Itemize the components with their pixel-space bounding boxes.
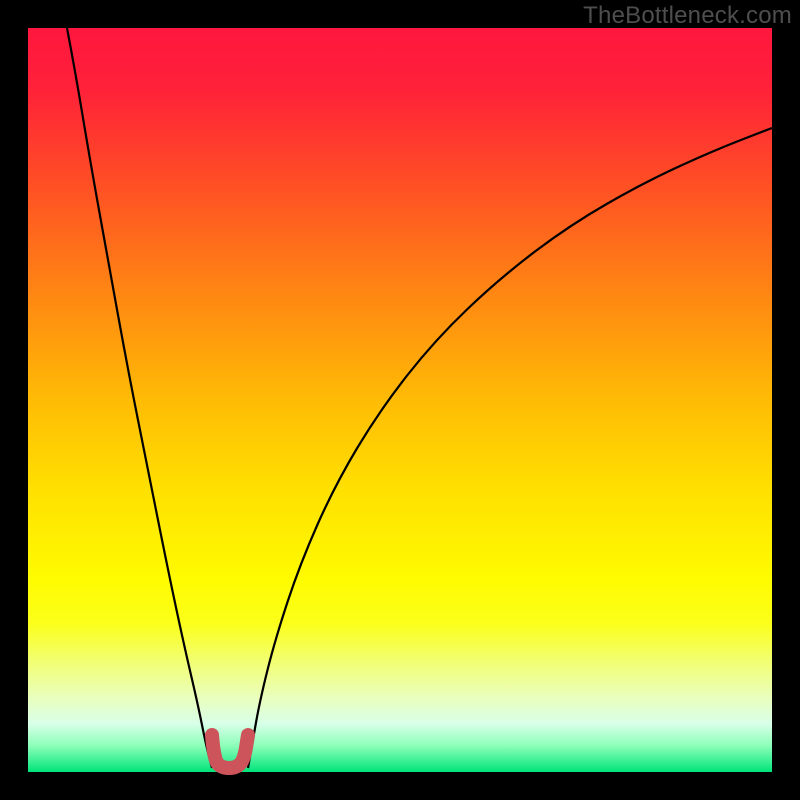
chart-frame: TheBottleneck.com <box>0 0 800 800</box>
watermark-text: TheBottleneck.com <box>583 2 792 30</box>
bottleneck-chart <box>0 0 800 800</box>
gradient-background <box>28 28 772 772</box>
